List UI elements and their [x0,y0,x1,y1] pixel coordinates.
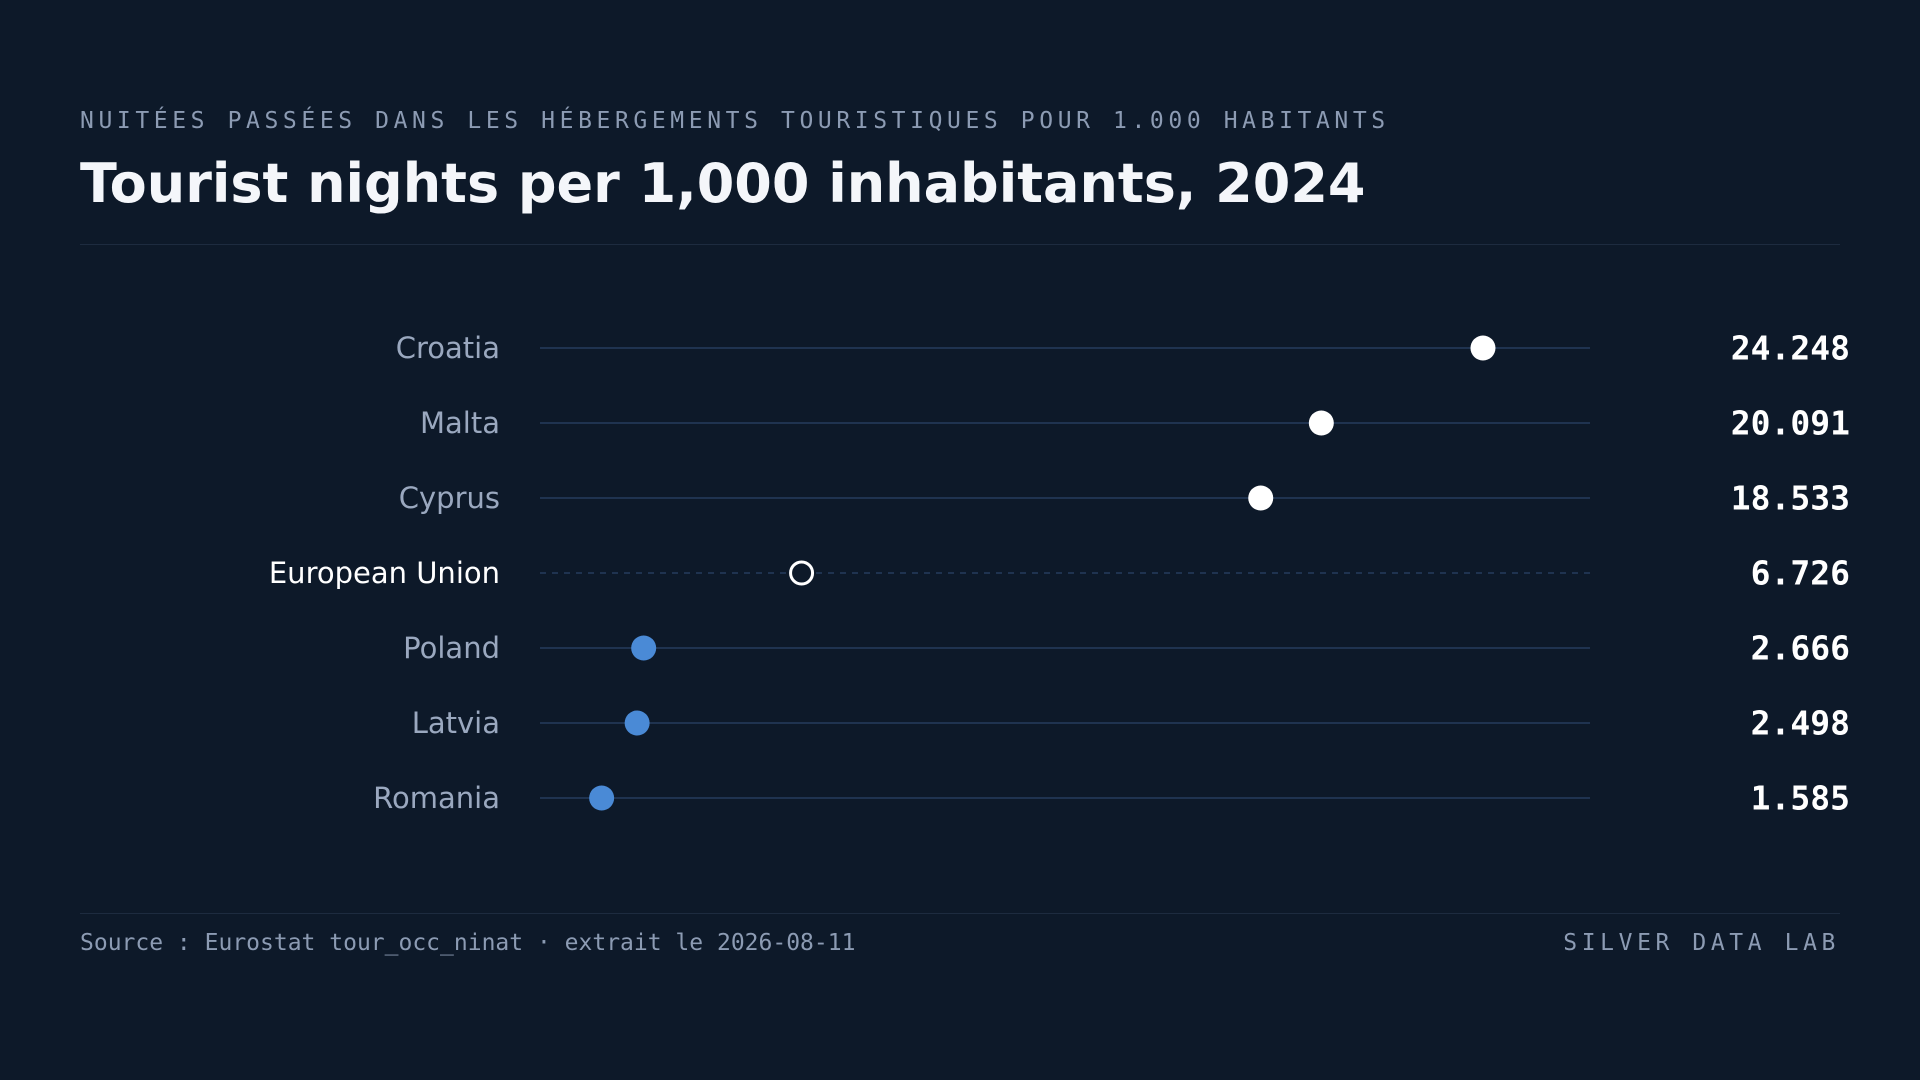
category-label-romania: Romania [373,781,500,815]
value-label-latvia: 2.498 [1751,704,1850,743]
value-label-poland: 2.666 [1751,629,1850,668]
dot-poland [631,635,657,661]
dot-croatia [1470,335,1496,361]
value-label-romania: 1.585 [1751,779,1850,818]
value-label-cyprus: 18.533 [1731,479,1850,518]
footer-divider [80,913,1840,914]
category-label-european-union: European Union [269,556,500,590]
value-label-european-union: 6.726 [1751,554,1850,593]
category-label-croatia: Croatia [396,331,500,365]
dot-latvia [624,710,650,736]
dot-european-union [789,560,815,586]
chart-eyebrow: NUITÉES PASSÉES DANS LES HÉBERGEMENTS TO… [80,108,1390,134]
dot-malta [1308,410,1334,436]
category-label-latvia: Latvia [412,706,500,740]
header-divider [80,244,1840,245]
chart-title: Tourist nights per 1,000 inhabitants, 20… [80,152,1366,215]
brand-mark: SILVER DATA LAB [1563,930,1840,956]
value-label-croatia: 24.248 [1731,329,1850,368]
source-note: Source : Eurostat tour_occ_ninat · extra… [80,930,856,956]
category-label-cyprus: Cyprus [399,481,500,515]
dot-cyprus [1248,485,1274,511]
category-label-malta: Malta [420,406,500,440]
dot-romania [589,785,615,811]
value-label-malta: 20.091 [1731,404,1850,443]
category-label-poland: Poland [403,631,500,665]
